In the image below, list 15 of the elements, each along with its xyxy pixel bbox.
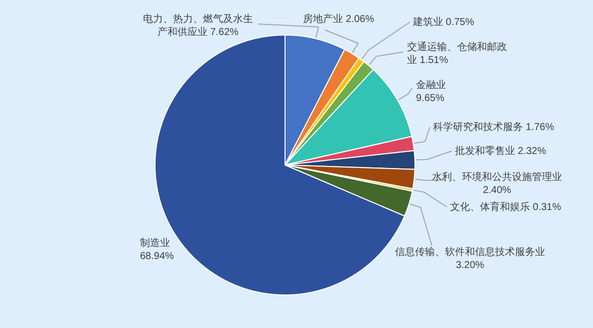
slice-label: 交通运输、仓储和邮政业 1.51%	[407, 41, 507, 66]
slice-label: 文化、体育和娱乐 0.31%	[450, 201, 562, 213]
data-label: 3.20%	[456, 260, 484, 271]
slice-label: 批发和零售业 2.32%	[455, 145, 546, 157]
data-label: 2.40%	[482, 185, 512, 196]
data-label: 9.65%	[416, 93, 444, 104]
slice-label: 水利、环境和公共设施管理业	[432, 171, 562, 183]
slice-label: 房地产业 2.06%	[303, 13, 374, 25]
data-label: 68.94%	[140, 251, 174, 262]
slice-label: 制造业	[140, 237, 170, 249]
slice-label: 电力、热力、燃气及水生产和供应业 7.62%	[143, 13, 253, 38]
slice-label: 信息传输、软件和信息技术服务业	[395, 246, 545, 258]
slice-label: 建筑业 0.75%	[412, 16, 474, 28]
slice-label: 金融业	[416, 79, 446, 91]
slice-label: 科学研究和技术服务 1.76%	[433, 121, 554, 133]
